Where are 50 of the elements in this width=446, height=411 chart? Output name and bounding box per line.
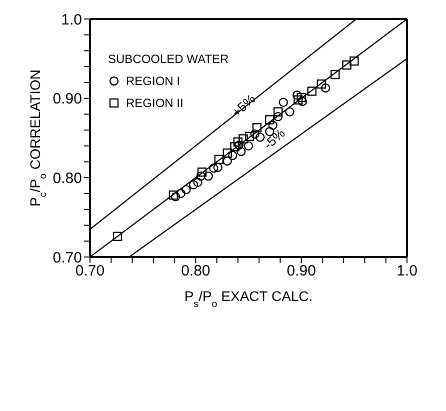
point — [342, 60, 352, 70]
point — [268, 120, 278, 130]
point — [273, 107, 283, 116]
point — [252, 123, 262, 132]
point — [170, 192, 180, 202]
y-tick-label: 1.0 — [61, 11, 82, 28]
point — [330, 70, 340, 80]
point — [204, 171, 213, 181]
point — [209, 164, 218, 173]
point — [244, 132, 254, 142]
x-tick-label: 0.80 — [181, 262, 210, 280]
point — [265, 115, 274, 124]
point — [273, 112, 283, 122]
y-tick-label: 0.80 — [52, 170, 82, 187]
point — [182, 184, 191, 194]
point — [214, 154, 224, 164]
point — [298, 96, 307, 106]
x-tick-label: 0.90 — [286, 262, 316, 280]
point — [292, 90, 302, 100]
point — [222, 148, 232, 158]
point — [236, 146, 246, 156]
x-tick-label: 1.0 — [396, 262, 418, 280]
point — [233, 137, 243, 147]
point — [168, 190, 178, 200]
point — [222, 156, 232, 166]
point — [285, 107, 294, 116]
point — [316, 79, 326, 89]
point — [213, 162, 222, 172]
point — [197, 168, 207, 177]
point — [321, 83, 330, 93]
point — [244, 141, 254, 151]
annotation: -5% — [260, 125, 288, 152]
point — [296, 92, 306, 102]
point — [112, 232, 122, 241]
y-tick-label: 0.90 — [52, 90, 82, 108]
point — [230, 142, 240, 152]
point — [307, 86, 316, 96]
point — [278, 98, 288, 107]
point — [256, 132, 265, 142]
point — [350, 56, 359, 66]
legend-label: REGION II — [126, 95, 184, 112]
legend-label: REGION I — [126, 73, 180, 90]
legend-title: SUBCOOLED WATER — [108, 51, 229, 68]
point — [238, 134, 248, 144]
x-axis-title: P$_{s}$/P$_{o}$ EXACT CALC. — [184, 288, 313, 310]
point — [228, 150, 238, 160]
point — [193, 178, 202, 188]
point — [250, 129, 260, 139]
point — [188, 180, 198, 190]
point — [294, 95, 303, 105]
